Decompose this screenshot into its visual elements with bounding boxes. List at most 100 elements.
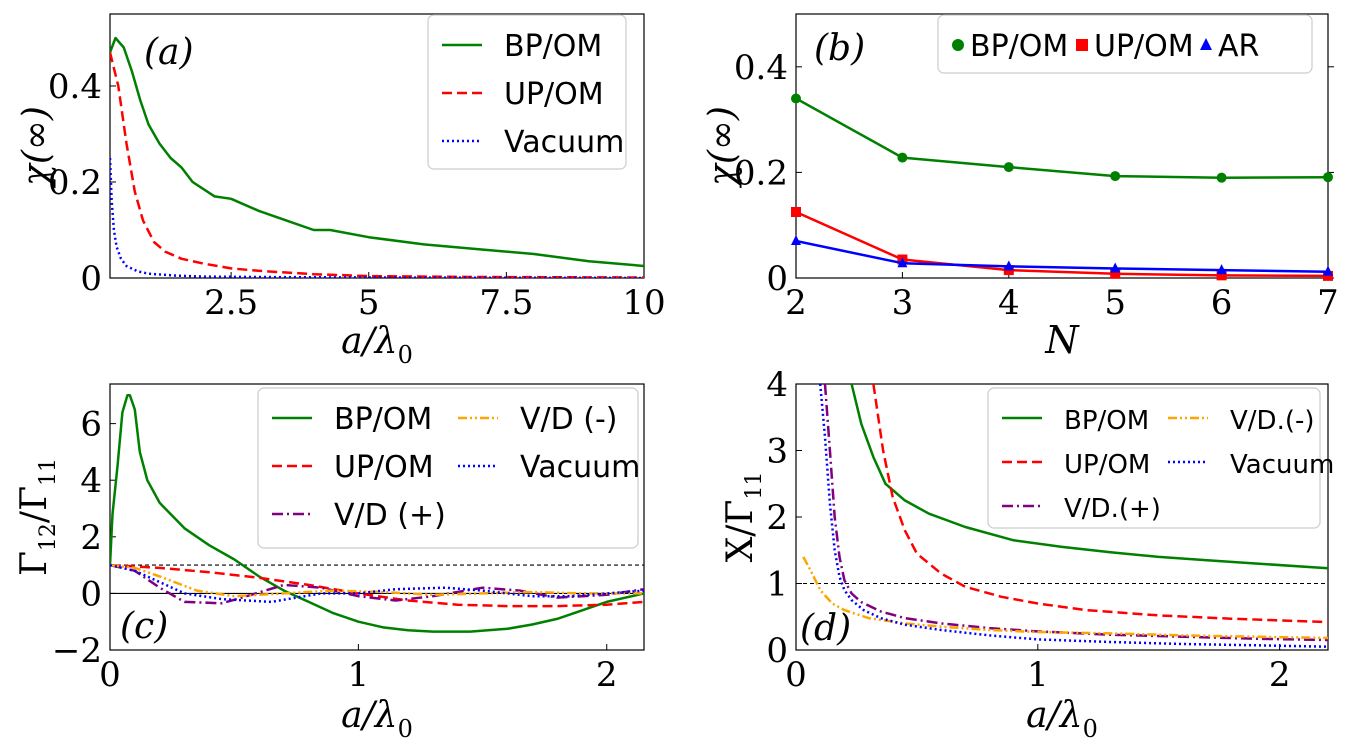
- marker-circle: [1110, 171, 1121, 182]
- legend-label: V/D.(-): [1230, 406, 1315, 436]
- legend-label: UP/OM: [504, 77, 604, 112]
- legend-label: V/D (+): [334, 498, 446, 533]
- marker-triangle: [1003, 260, 1014, 271]
- legend-label: UP/OM: [1094, 29, 1194, 64]
- marker-triangle: [897, 257, 908, 268]
- x-tick-label: 2: [1269, 655, 1291, 695]
- marker-square: [1110, 268, 1121, 279]
- x-tick-label: 5: [1104, 283, 1126, 323]
- plot-frame: [109, 13, 645, 279]
- y-tick-label: 0.2: [48, 163, 102, 203]
- x-axis-label: a/λ0: [1026, 695, 1098, 743]
- legend-label: BP/OM: [1064, 406, 1149, 436]
- series-line-v-d-: [823, 384, 1328, 642]
- x-tick-label: 0: [785, 655, 807, 695]
- x-tick-label: 3: [892, 283, 914, 323]
- series-line-v-d-: [110, 563, 644, 605]
- panel-a: (a) a/λ0 χ(∞) 2.5 5 7.5 10 0 0.2 0.4 BP/OM UP/OM…: [16, 13, 666, 369]
- legend-label: BP/OM: [504, 29, 602, 64]
- marker-triangle: [1216, 264, 1227, 275]
- marker-circle: [1216, 172, 1227, 183]
- marker-circle: [791, 93, 801, 104]
- marker-triangle: [1200, 38, 1212, 50]
- panel-label: (d): [800, 608, 851, 649]
- x-axis-label: N: [1044, 318, 1080, 362]
- series-line-bp-om: [850, 384, 1328, 570]
- legend-label: V/D (-): [520, 402, 618, 437]
- legend: [257, 387, 639, 549]
- marker-square: [1323, 270, 1333, 281]
- series-line-up-om: [110, 52, 644, 278]
- x-tick-label: 5: [358, 283, 380, 323]
- series-line-ar: [796, 239, 1328, 273]
- marker-triangle: [791, 235, 801, 246]
- y-tick-label: 2: [80, 518, 102, 558]
- series-line-vacuum: [818, 384, 1328, 648]
- panel-b: (b) N χ(∞) 2 3 4 5 6 7 0 0.2 0.4 BP/OM UP/OM AR: [702, 13, 1339, 362]
- y-tick-label: 0: [766, 259, 788, 299]
- x-tick-label: 6: [1211, 283, 1233, 323]
- marker-triangle: [1323, 265, 1333, 276]
- y-tick-label: 3: [766, 432, 788, 472]
- x-axis-label: a/λ0: [341, 695, 413, 743]
- series-line-bp-om: [110, 394, 644, 633]
- marker-square: [791, 207, 801, 217]
- legend-label: Vacuum: [1230, 450, 1334, 480]
- x-axis-label: a/λ0: [341, 321, 413, 369]
- x-tick-label: 7: [1317, 283, 1339, 323]
- y-tick-label: 0: [80, 574, 102, 614]
- panel-label: (a): [144, 32, 194, 73]
- panel-label: (c): [120, 606, 168, 647]
- legend-label: BP/OM: [334, 402, 432, 437]
- x-tick-label: 2: [785, 283, 807, 323]
- y-tick-label: 0.4: [734, 48, 788, 88]
- legend-label: V/D.(+): [1064, 494, 1161, 524]
- legend: [937, 14, 1313, 74]
- legend-label: BP/OM: [970, 29, 1068, 64]
- marker-square: [1216, 270, 1227, 281]
- legend-label: UP/OM: [334, 450, 434, 485]
- y-tick-label: 0: [80, 259, 102, 299]
- marker-square: [1076, 39, 1088, 51]
- y-axis-label: χ(∞): [702, 106, 743, 189]
- series-line-bp-om: [110, 36, 644, 268]
- y-tick-label: 0.2: [734, 153, 788, 193]
- x-tick-label: 2.5: [204, 283, 258, 323]
- legend-label: UP/OM: [1064, 450, 1150, 480]
- series-line-vacuum: [110, 157, 644, 278]
- panel-label: (b): [814, 28, 865, 69]
- y-axis-label: χ(∞): [16, 106, 57, 189]
- y-tick-label: 2: [766, 498, 788, 538]
- series-line-vacuum: [110, 563, 644, 604]
- series-line-bp-om: [796, 97, 1328, 179]
- y-tick-label: 0.4: [48, 67, 102, 107]
- legend-label: AR: [1218, 29, 1259, 64]
- y-axis-label: Γ12/Γ11: [14, 458, 61, 576]
- series-line-up-om: [872, 384, 1328, 624]
- marker-circle: [952, 39, 964, 51]
- plot-frame: [795, 13, 1329, 279]
- x-tick-label: 10: [622, 283, 665, 323]
- x-tick-label: 1: [348, 655, 370, 695]
- series-line-up-om: [796, 210, 1328, 278]
- marker-circle: [1323, 172, 1333, 183]
- marker-circle: [1003, 162, 1014, 173]
- series-line-v-d-: [110, 563, 644, 598]
- legend-label: Vacuum: [520, 450, 640, 485]
- x-tick-label: 0: [99, 655, 121, 695]
- legend: [987, 387, 1321, 529]
- y-tick-label: 0: [766, 631, 788, 671]
- x-tick-label: 7.5: [479, 283, 533, 323]
- x-tick-label: 4: [998, 283, 1020, 323]
- y-tick-label: 6: [80, 405, 102, 445]
- legend: [427, 14, 627, 170]
- y-tick-label: 4: [766, 365, 788, 405]
- marker-triangle: [1110, 262, 1121, 273]
- y-axis-label: X/Γ11: [720, 472, 767, 563]
- y-tick-label: 4: [80, 461, 102, 501]
- x-tick-label: 2: [596, 655, 618, 695]
- series-line-up-om: [110, 563, 644, 608]
- x-tick-label: 1: [1027, 655, 1049, 695]
- y-tick-label: −2: [52, 631, 102, 671]
